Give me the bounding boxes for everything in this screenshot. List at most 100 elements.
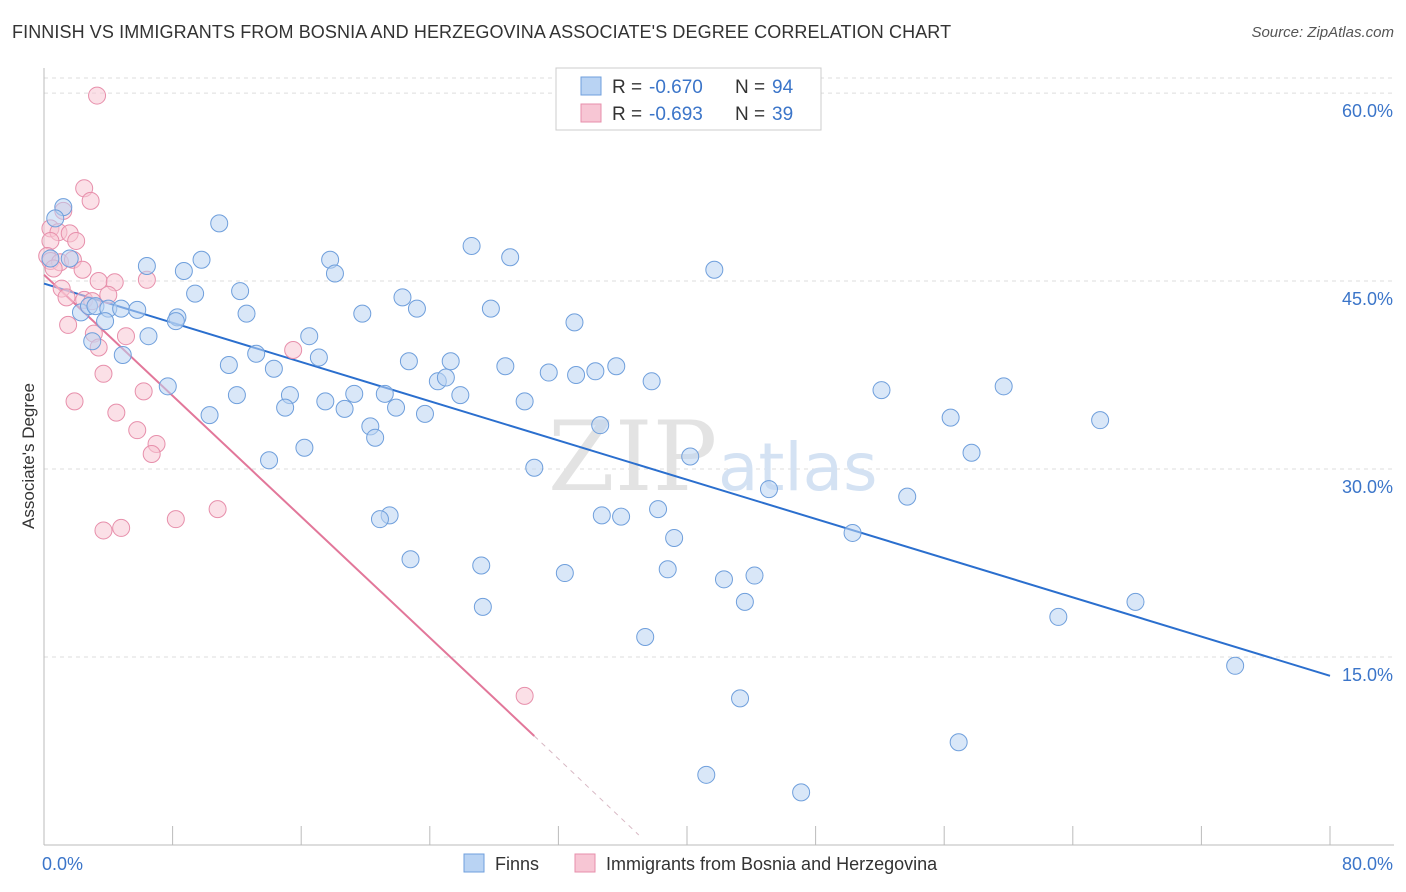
finns-point	[276, 398, 295, 417]
finns-point	[210, 214, 229, 233]
bosnia-point	[59, 315, 78, 334]
chart-title: FINNISH VS IMMIGRANTS FROM BOSNIA AND HE…	[12, 22, 952, 42]
finns-point	[539, 363, 558, 382]
stats-legend-finns-r-value: -0.670	[649, 77, 703, 98]
stats-legend-finns-swatch	[580, 76, 602, 96]
finns-point	[962, 443, 981, 462]
finns-point	[436, 368, 455, 387]
y-axis-label: Associate's Degree	[19, 383, 38, 529]
finns-point	[345, 384, 364, 403]
finns-point	[735, 592, 754, 611]
finns-point	[112, 299, 131, 318]
stats-legend: R = -0.670 N = 94 R = -0.693 N = 39	[555, 67, 822, 131]
finns-point	[612, 507, 631, 526]
finns-point	[649, 500, 668, 519]
finns-point	[353, 304, 372, 323]
bosnia-point	[166, 510, 185, 529]
finns-point	[393, 288, 412, 307]
finns-point	[642, 372, 661, 391]
axes	[43, 68, 1394, 846]
y-tick-label-3: 60.0%	[1342, 101, 1393, 121]
finns-point	[415, 404, 434, 423]
finns-point	[366, 428, 385, 447]
finns-point	[309, 348, 328, 367]
y-tick-label-2: 45.0%	[1342, 289, 1393, 309]
finns-point	[375, 384, 394, 403]
finns-point	[186, 284, 205, 303]
bosnia-point	[81, 191, 100, 210]
finns-point	[731, 689, 750, 708]
finns-point	[697, 765, 716, 784]
finns-point	[219, 356, 238, 375]
finns-point	[158, 377, 177, 396]
finns-point	[237, 304, 256, 323]
finns-point	[231, 282, 250, 301]
watermark-atlas: atlas	[718, 429, 878, 506]
finns-point	[565, 313, 584, 332]
finns-point	[300, 327, 319, 346]
finns-point	[949, 733, 968, 752]
finns-point	[567, 366, 586, 385]
bosnia-point	[65, 392, 84, 411]
bosnia-point	[142, 444, 161, 463]
bosnia-point	[284, 340, 303, 359]
bosnia-point	[41, 231, 60, 250]
finns-point	[792, 783, 811, 802]
bosnia-point	[67, 231, 86, 250]
trend-line-bosnia-extension	[533, 735, 640, 836]
finns-point	[658, 560, 677, 579]
bosnia-point	[107, 403, 126, 422]
bosnia-point	[88, 86, 107, 105]
bosnia-point	[116, 327, 135, 346]
finns-point	[174, 262, 193, 281]
finns-point	[592, 506, 611, 525]
finns-point	[295, 438, 314, 457]
finns-point	[473, 597, 492, 616]
finns-point	[227, 386, 246, 405]
finns-point	[607, 357, 626, 376]
finns-point	[843, 523, 862, 542]
bosnia-point	[208, 500, 227, 519]
watermark: ZIP atlas	[548, 401, 878, 513]
finns-point	[525, 458, 544, 477]
bosnia-point	[57, 288, 76, 307]
y-tick-label-0: 15.0%	[1342, 665, 1393, 685]
finns-point	[462, 236, 481, 255]
legend-bosnia-label: Immigrants from Bosnia and Herzegovina	[606, 854, 938, 874]
source-label: Source: ZipAtlas.com	[1251, 24, 1394, 41]
finns-point	[1226, 656, 1245, 675]
finns-point	[139, 327, 158, 346]
finns-point	[745, 566, 764, 585]
bosnia-point	[515, 686, 534, 705]
finns-point	[335, 399, 354, 418]
finns-point	[41, 249, 60, 268]
finns-point	[759, 480, 778, 499]
finns-point	[325, 264, 344, 283]
bosnia-point	[94, 364, 113, 383]
finns-point	[586, 362, 605, 381]
trend-line-finns	[43, 282, 1331, 677]
bosnia-point	[128, 421, 147, 440]
finns-point	[1091, 411, 1110, 430]
stats-legend-bosnia-r-label: R =	[612, 104, 642, 125]
finns-point	[200, 406, 219, 425]
bosnia-point	[94, 521, 113, 540]
finns-point	[1049, 607, 1068, 626]
bosnia-point	[134, 382, 153, 401]
finns-point	[681, 447, 700, 466]
finns-point	[591, 416, 610, 435]
finns-point	[714, 570, 733, 589]
finns-point	[481, 299, 500, 318]
finns-point	[665, 528, 684, 547]
finns-point	[472, 556, 491, 575]
finns-point	[60, 249, 79, 268]
finns-point	[316, 392, 335, 411]
series-legend: Finns Immigrants from Bosnia and Herzego…	[463, 853, 938, 874]
finns-point	[96, 312, 115, 331]
x-tick-label-1: 80.0%	[1342, 854, 1393, 874]
finns-point	[872, 381, 891, 400]
finns-point	[496, 357, 515, 376]
finns-point	[260, 451, 279, 470]
legend-bosnia-swatch	[574, 853, 596, 873]
trend-lines	[43, 274, 1331, 836]
